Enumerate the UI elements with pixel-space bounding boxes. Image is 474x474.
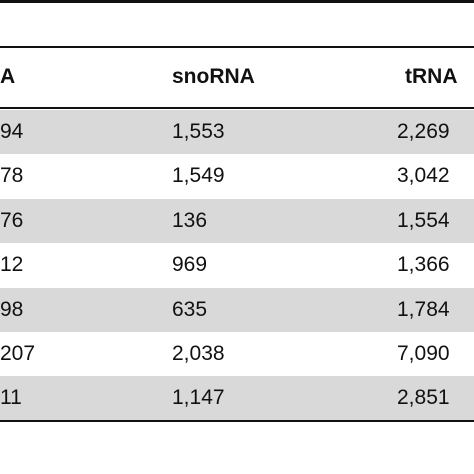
table-row: 78 1,549 3,042 bbox=[0, 154, 474, 198]
table-cell: 1,553 bbox=[172, 120, 225, 143]
table-cell: 2,851 bbox=[397, 386, 450, 410]
header-cell: A bbox=[0, 65, 16, 88]
header-bottom-rule bbox=[0, 107, 474, 109]
top-rule bbox=[0, 0, 474, 3]
table-cell: 136 bbox=[172, 208, 208, 232]
table-cell: 207 bbox=[0, 342, 36, 365]
table-row: 11 1,147 2,851 bbox=[0, 376, 474, 421]
table-cell: 11 bbox=[0, 386, 22, 410]
header-top-rule bbox=[0, 46, 474, 48]
table-cell: 1,554 bbox=[397, 208, 450, 232]
table-cell: 2,038 bbox=[172, 342, 225, 365]
bottom-rule bbox=[0, 420, 474, 422]
table-cell: 7,090 bbox=[397, 342, 450, 365]
table-cell: 1,784 bbox=[397, 297, 450, 321]
table-cell: 2,269 bbox=[397, 120, 450, 143]
table-cell: 3,042 bbox=[397, 164, 450, 188]
table-cell: 94 bbox=[0, 120, 24, 143]
table-cell: 78 bbox=[0, 164, 24, 188]
table-row: 76 136 1,554 bbox=[0, 198, 474, 243]
header-row: A snoRNA tRNA bbox=[0, 55, 474, 99]
table-cell: 969 bbox=[172, 253, 208, 277]
table-cell: 12 bbox=[0, 253, 24, 277]
header-cell: snoRNA bbox=[172, 65, 255, 88]
table-cell: 98 bbox=[0, 297, 24, 321]
table-cell: 76 bbox=[0, 208, 24, 232]
table-cell: 1,549 bbox=[172, 164, 225, 188]
table-cell: 1,147 bbox=[172, 386, 225, 410]
header-cell: tRNA bbox=[405, 65, 458, 88]
table-row: 98 635 1,784 bbox=[0, 287, 474, 332]
table-row: 94 1,553 2,269 bbox=[0, 110, 474, 154]
table-row: 12 969 1,366 bbox=[0, 243, 474, 287]
table-cell: 1,366 bbox=[397, 253, 450, 277]
table-row: 207 2,038 7,090 bbox=[0, 332, 474, 376]
table-cell: 635 bbox=[172, 297, 208, 321]
